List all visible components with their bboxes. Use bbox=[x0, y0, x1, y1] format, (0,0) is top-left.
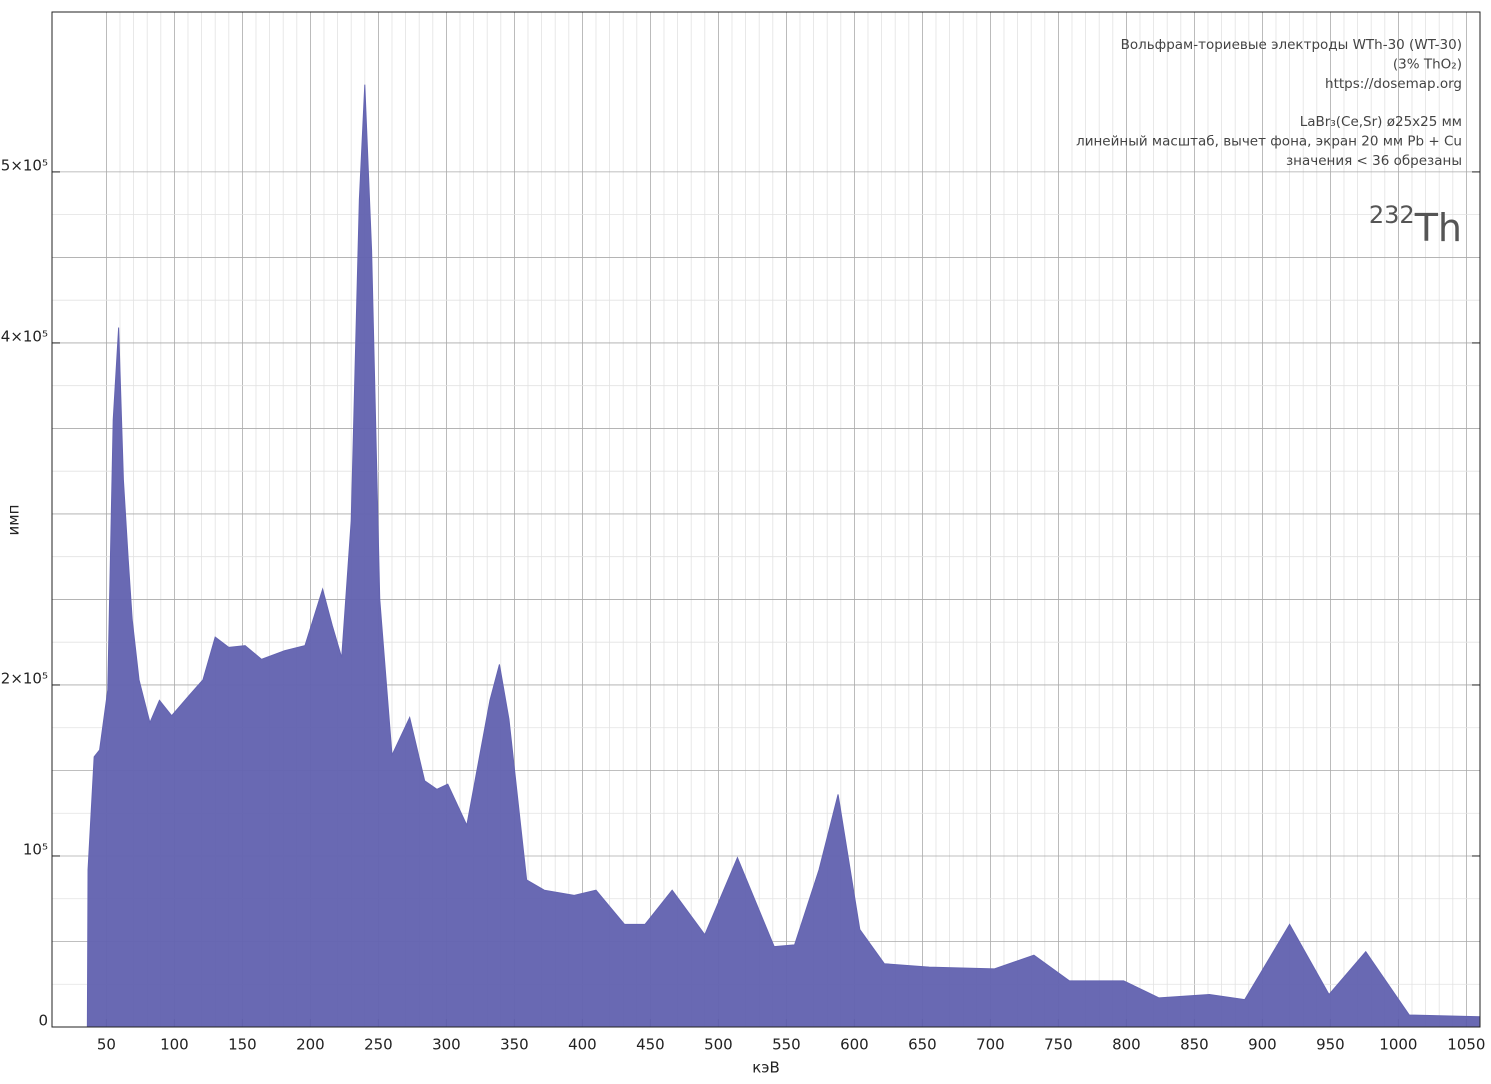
spectrum-area bbox=[86, 84, 1481, 1028]
x-tick-label: 450 bbox=[636, 1036, 665, 1054]
x-tick-label: 350 bbox=[500, 1036, 529, 1054]
y-tick-label: 5×10⁵ bbox=[1, 156, 48, 174]
grid bbox=[52, 12, 1480, 1028]
x-tick-label: 300 bbox=[432, 1036, 461, 1054]
annotation-line: Вольфрам-ториевые электроды WTh-30 (WT-3… bbox=[1121, 37, 1462, 53]
plot-frame bbox=[51, 11, 1481, 1028]
isotope-mass: 232 bbox=[1369, 201, 1415, 229]
x-tick-label: 500 bbox=[704, 1036, 733, 1054]
y-tick-label: 4×10⁵ bbox=[1, 327, 48, 345]
x-tick-label: 800 bbox=[1112, 1036, 1141, 1054]
annotations: Вольфрам-ториевые электроды WTh-30 (WT-3… bbox=[1076, 37, 1462, 169]
x-tick-label: 100 bbox=[160, 1036, 189, 1054]
x-tick-label: 850 bbox=[1180, 1036, 1209, 1054]
isotope: 232Th bbox=[1369, 201, 1462, 250]
x-tick-label: 900 bbox=[1248, 1036, 1277, 1054]
x-tick-label: 1050 bbox=[1447, 1036, 1485, 1054]
x-tick-label: 200 bbox=[296, 1036, 325, 1054]
y-tick-label: 0 bbox=[38, 1012, 48, 1030]
annotation-line: значения < 36 обрезаны bbox=[1286, 153, 1462, 169]
x-tick-label: 550 bbox=[772, 1036, 801, 1054]
x-tick-label: 650 bbox=[908, 1036, 937, 1054]
x-tick-label: 400 bbox=[568, 1036, 597, 1054]
x-tick-label: 700 bbox=[976, 1036, 1005, 1054]
x-tick-label: 1000 bbox=[1379, 1036, 1417, 1054]
y-axis-label: имп bbox=[5, 505, 23, 536]
x-tick-label: 50 bbox=[97, 1036, 116, 1054]
annotation-line: https://dosemap.org bbox=[1325, 76, 1462, 92]
annotation-line: (3% ThO₂) bbox=[1393, 57, 1462, 73]
annotation-line: линейный масштаб, вычет фона, экран 20 м… bbox=[1076, 134, 1462, 150]
x-tick-label: 750 bbox=[1044, 1036, 1073, 1054]
x-tick-label: 150 bbox=[228, 1036, 257, 1054]
x-tick-label: 950 bbox=[1316, 1036, 1345, 1054]
x-tick-label: 250 bbox=[364, 1036, 393, 1054]
annotation-line: LaBr₃(Ce,Sr) ø25x25 мм bbox=[1300, 114, 1462, 130]
y-tick-label: 2×10⁵ bbox=[1, 669, 48, 687]
x-axis-label: кэВ bbox=[752, 1059, 780, 1077]
plot bbox=[86, 84, 1481, 1028]
isotope-symbol: Th bbox=[1414, 206, 1462, 250]
x-tick-label: 600 bbox=[840, 1036, 869, 1054]
y-tick-label: 10⁵ bbox=[23, 840, 48, 858]
